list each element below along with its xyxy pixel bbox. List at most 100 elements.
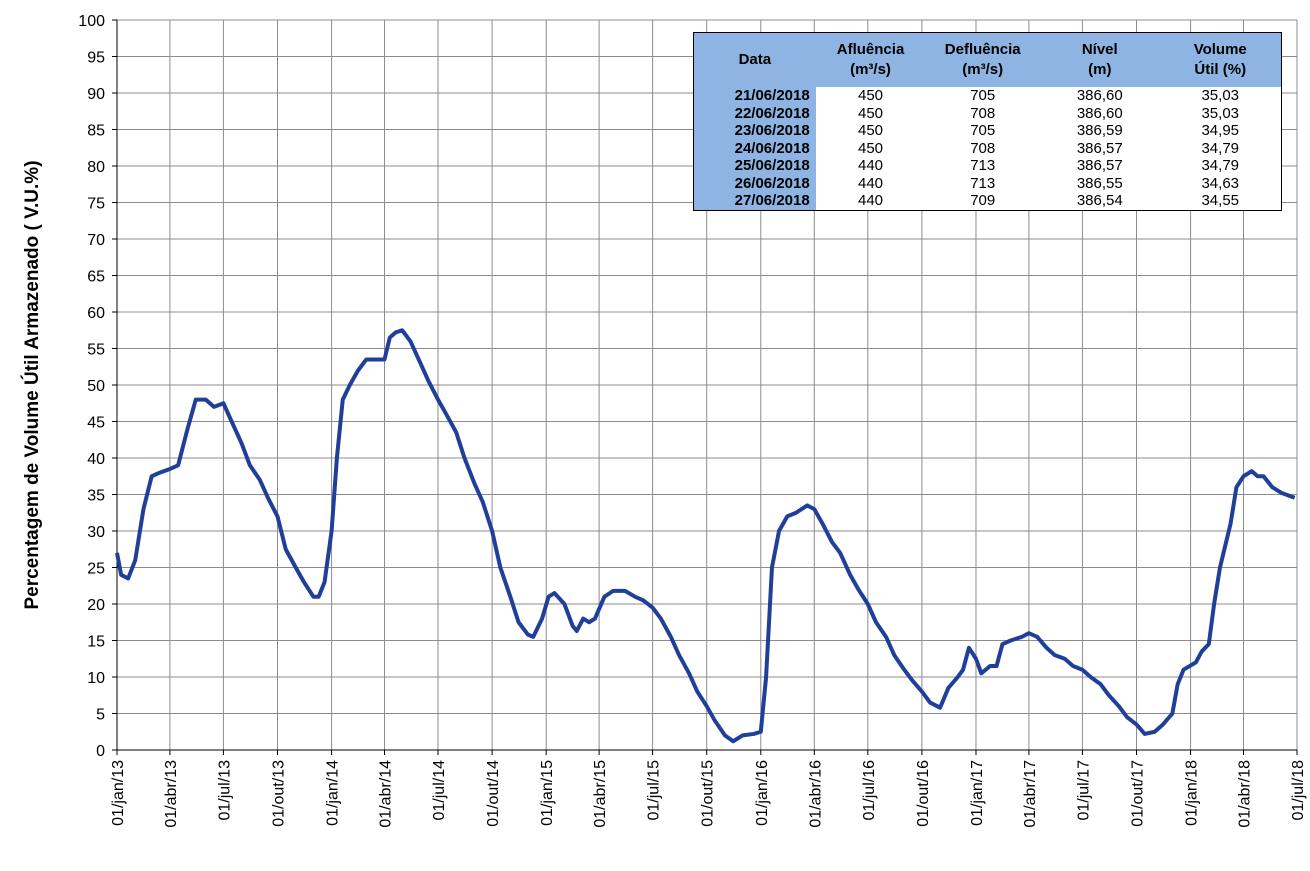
x-tick-label: 01/jul/17: [1075, 760, 1092, 821]
x-tick-label: 01/out/16: [915, 760, 932, 827]
table-cell: 34,79: [1201, 157, 1240, 175]
y-tick-label: 55: [87, 342, 105, 359]
header-text: Defluência: [944, 41, 1021, 58]
table-row: 21/06/2018 450 705 386,60 35,03: [693, 87, 1282, 105]
table-cell: 24/06/2018: [693, 139, 816, 157]
x-tick-label: 01/jan/17: [969, 760, 986, 826]
table-cell: 34,95: [1201, 122, 1240, 140]
table-cell: 450: [858, 87, 884, 105]
table-row: 26/06/2018 440 713 386,55 34,63: [693, 174, 1282, 192]
table-row: 23/06/2018 450 705 386,59 34,95: [693, 122, 1282, 140]
table-header: Defluência (m³/s): [925, 32, 1041, 87]
header-text: Útil (%): [1194, 61, 1247, 78]
table-cell: 709: [970, 192, 996, 210]
table-cell: 23/06/2018: [693, 122, 816, 140]
y-tick-label: 25: [87, 561, 105, 578]
x-tick-label: 01/jan/18: [1184, 760, 1201, 826]
header-text: Afluência: [836, 41, 905, 58]
table-cell: 22/06/2018: [693, 104, 816, 122]
y-tick-label: 95: [87, 50, 105, 67]
x-tick-label: 01/abr/18: [1236, 760, 1253, 828]
y-tick-label: 30: [87, 524, 105, 541]
table-header: Data: [693, 32, 816, 87]
table-cell: 440: [858, 157, 884, 175]
table-cell: 386,59: [1076, 122, 1123, 140]
table-cell: 34,79: [1201, 139, 1240, 157]
x-tick-label: 01/out/17: [1129, 760, 1146, 827]
y-tick-label: 40: [87, 451, 105, 468]
y-tick-label: 80: [87, 159, 105, 176]
header-text: Data: [738, 51, 772, 68]
x-tick-label: 01/jul/15: [646, 760, 663, 821]
table-row: 22/06/2018 450 708 386,60 35,03: [693, 104, 1282, 122]
table-cell: 386,60: [1076, 104, 1123, 122]
header-text: (m³/s): [850, 61, 891, 78]
x-tick-label: 01/jul/13: [216, 760, 233, 821]
table-row: 24/06/2018 450 708 386,57 34,79: [693, 139, 1282, 157]
table-cell: 25/06/2018: [693, 157, 816, 175]
table-cell: 21/06/2018: [693, 87, 816, 105]
x-tick-label: 01/jul/14: [431, 760, 448, 821]
table-cell: 386,54: [1076, 192, 1123, 210]
x-tick-label: 01/out/14: [485, 760, 502, 827]
y-tick-label: 15: [87, 634, 105, 651]
table-cell: 440: [858, 174, 884, 192]
header-text: Volume: [1193, 41, 1247, 58]
y-tick-label: 20: [87, 597, 105, 614]
table-header: Afluência (m³/s): [815, 32, 926, 87]
table-header: Nível (m): [1040, 32, 1160, 87]
x-tick-label: 01/abr/14: [378, 760, 395, 828]
table-cell: 34,63: [1201, 174, 1240, 192]
table-cell: 713: [970, 157, 996, 175]
table-cell: 705: [970, 87, 996, 105]
table-cell: 26/06/2018: [693, 174, 816, 192]
x-tick-label: 01/abr/17: [1022, 760, 1039, 828]
x-tick-label: 01/abr/13: [163, 760, 180, 828]
table-header: Volume Útil (%): [1159, 32, 1282, 87]
x-tick-label: 01/jan/16: [754, 760, 771, 826]
table-cell: 386,60: [1076, 87, 1123, 105]
y-tick-label: 65: [87, 269, 105, 286]
x-tick-label: 01/jul/18: [1290, 760, 1307, 821]
table-cell: 386,55: [1076, 174, 1123, 192]
data-line: [115, 328, 1296, 744]
y-tick-label: 70: [87, 232, 105, 249]
y-tick-label: 45: [87, 415, 105, 432]
x-tick-label: 01/jan/14: [325, 760, 342, 826]
header-text: (m): [1088, 61, 1112, 78]
table-cell: 386,57: [1076, 157, 1123, 175]
x-tick-label: 01/abr/16: [807, 760, 824, 828]
table-cell: 440: [858, 192, 884, 210]
x-tick-label: 01/jan/15: [539, 760, 556, 826]
table-cell: 708: [970, 104, 996, 122]
y-tick-label: 35: [87, 488, 105, 505]
table-cell: 386,57: [1076, 139, 1123, 157]
x-tick-label: 01/abr/15: [592, 760, 609, 828]
header-text: (m³/s): [962, 61, 1004, 78]
y-tick-label: 10: [87, 670, 105, 687]
data-table: Data Afluência (m³/s) Defluência (m³/s) Nível…: [693, 32, 1282, 211]
y-tick-label: 5: [96, 707, 105, 724]
x-tick-label: 01/out/15: [700, 760, 717, 827]
table-row: 25/06/2018 440 713 386,57 34,79: [693, 157, 1282, 175]
table-cell: 34,55: [1201, 192, 1240, 210]
table-cell: 35,03: [1201, 87, 1240, 105]
y-tick-label: 75: [87, 196, 105, 213]
table-cell: 705: [970, 122, 996, 140]
table-cell: 708: [970, 139, 996, 157]
header-text: Nível: [1081, 41, 1118, 58]
y-tick-label: 90: [87, 86, 105, 103]
y-tick-label: 60: [87, 305, 105, 322]
x-tick-label: 01/jan/13: [110, 760, 127, 826]
y-tick-label: 50: [87, 378, 105, 395]
table-cell: 450: [858, 104, 884, 122]
table-cell: 35,03: [1201, 104, 1240, 122]
y-axis-title: Percentagem de Volume Útil Armazenado ( …: [21, 160, 43, 609]
x-tick-label: 01/out/13: [271, 760, 288, 827]
table-cell: 713: [970, 174, 996, 192]
table-cell: 450: [858, 139, 884, 157]
table-row: 27/06/2018 440 709 386,54 34,55: [693, 192, 1282, 210]
y-tick-label: 0: [96, 743, 105, 760]
